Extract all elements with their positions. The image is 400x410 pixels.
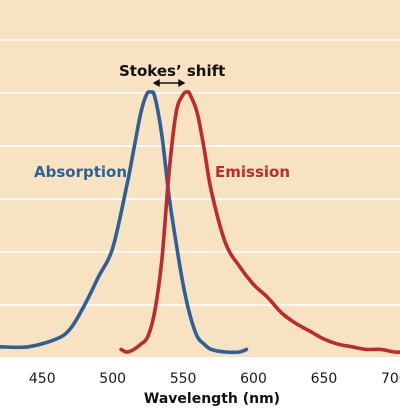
x-tick-label: 500	[99, 371, 126, 387]
x-tick-label: 550	[170, 371, 197, 387]
x-tick-label: 700	[381, 371, 400, 387]
absorption-series-line	[0, 89, 249, 355]
x-axis-label: Wavelength (nm)	[144, 391, 280, 407]
stokes-shift-arrowhead	[152, 79, 160, 87]
x-tick-label: 600	[240, 371, 267, 387]
x-tick-label: 650	[311, 371, 338, 387]
x-tick-labels: 450 500 550 600 650 700	[29, 371, 400, 387]
grid-lines	[0, 39, 400, 306]
emission-series-line	[119, 90, 400, 354]
emission-label: Emission	[215, 163, 290, 181]
stokes-shift-label: Stokes’ shift	[119, 62, 225, 80]
stokes-shift-arrow	[152, 79, 186, 87]
stokes-shift-arrowhead	[178, 79, 186, 87]
absorption-label: Absorption	[34, 163, 127, 181]
plot-background	[0, 0, 400, 357]
x-tick-label: 450	[29, 371, 56, 387]
